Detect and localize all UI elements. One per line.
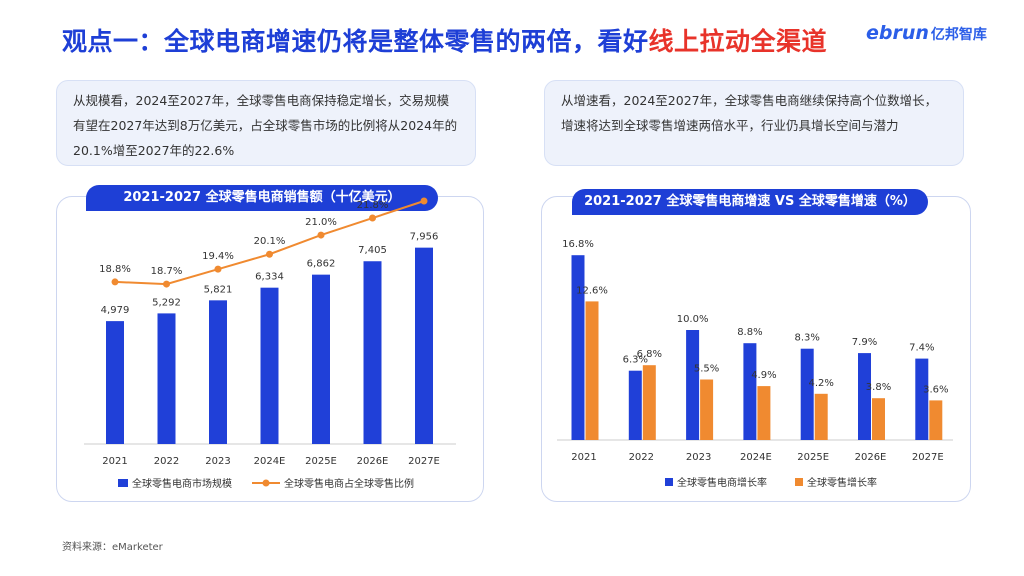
ecom-growth-label: 16.8% bbox=[562, 239, 594, 250]
ecom-growth-label: 6.3% bbox=[623, 355, 648, 366]
x-tick-label: 2023 bbox=[686, 452, 711, 463]
legend-swatch-retail bbox=[795, 478, 803, 486]
retail-growth-label: 6.8% bbox=[637, 349, 662, 360]
ecom-growth-bar bbox=[743, 343, 757, 440]
x-tick-label: 2021 bbox=[102, 456, 127, 467]
title-highlight: 线上拉动全渠道 bbox=[648, 27, 828, 56]
right-callout: 从增速看，2024至2027年，全球零售电商继续保持高个位数增长，增速将达到全球… bbox=[544, 80, 964, 166]
sales-bar-label: 5,292 bbox=[152, 297, 181, 308]
growth-chart: 16.8% 12.6% 2021 6.3%6.8% 2022 10.0% 5.5% 2023 8… bbox=[557, 239, 953, 489]
x-tick-label: 2027E bbox=[408, 456, 440, 467]
ecom-growth-bar bbox=[800, 348, 814, 440]
page-title: 观点一：全球电商增速仍将是整体零售的两倍，看好线上拉动全渠道 bbox=[62, 22, 827, 58]
retail-growth-bar bbox=[642, 365, 656, 440]
x-tick-label: 2026E bbox=[855, 452, 887, 463]
share-label: 18.8% bbox=[99, 264, 131, 275]
x-tick-label: 2025E bbox=[305, 456, 337, 467]
source-note: 资料来源：eMarketer bbox=[62, 542, 163, 553]
right-chart-title: 2021-2027 全球零售电商增速 VS 全球零售增速（%） bbox=[572, 189, 928, 215]
retail-growth-label: 3.6% bbox=[923, 384, 948, 395]
x-tick-label: 2021 bbox=[571, 452, 596, 463]
ecom-growth-label: 7.9% bbox=[852, 337, 877, 348]
title-main: 观点一：全球电商增速仍将是整体零售的两倍，看好 bbox=[62, 27, 649, 56]
sales-bar-label: 5,821 bbox=[204, 284, 233, 295]
sales-bar bbox=[157, 313, 176, 444]
ecom-growth-bar bbox=[915, 358, 929, 440]
sales-bar bbox=[312, 274, 330, 444]
share-point bbox=[317, 231, 325, 239]
sales-bar-label: 6,334 bbox=[255, 272, 284, 283]
x-tick-label: 2023 bbox=[205, 456, 230, 467]
retail-growth-bar bbox=[814, 393, 828, 440]
retail-growth-label: 5.5% bbox=[694, 364, 719, 375]
share-label: 19.4% bbox=[202, 251, 234, 262]
legend-swatch-ecom bbox=[665, 478, 673, 486]
ecom-growth-label: 8.8% bbox=[737, 327, 762, 338]
ecom-growth-bar bbox=[628, 370, 642, 440]
left-callout-text: 从规模看，2024至2027年，全球零售电商保持稳定增长，交易规模有望在2027… bbox=[73, 93, 458, 158]
x-tick-label: 2024E bbox=[740, 452, 772, 463]
share-point bbox=[266, 250, 273, 258]
sales-bar bbox=[209, 300, 227, 444]
retail-growth-label: 4.2% bbox=[808, 378, 833, 389]
legend-label-retail: 全球零售增长率 bbox=[807, 476, 877, 489]
x-tick-label: 2025E bbox=[797, 452, 829, 463]
retail-growth-bar bbox=[585, 301, 599, 440]
legend-swatch-bar bbox=[118, 479, 128, 487]
share-point bbox=[420, 197, 428, 205]
ecom-growth-label: 7.4% bbox=[909, 343, 934, 354]
left-chart-title: 2021-2027 全球零售电商销售额（十亿美元） bbox=[86, 185, 438, 211]
x-tick-label: 2022 bbox=[629, 452, 654, 463]
logo-text: ebrun bbox=[866, 22, 929, 44]
ecom-growth-bar bbox=[858, 353, 871, 440]
legend-label-line: 全球零售电商占全球零售比例 bbox=[284, 477, 414, 490]
sales-bar-label: 6,862 bbox=[307, 259, 336, 270]
sales-bar bbox=[106, 321, 124, 444]
logo-cn: 亿邦智库 bbox=[930, 27, 987, 43]
sales-bar-label: 4,979 bbox=[101, 305, 130, 316]
sales-bar-label: 7,956 bbox=[410, 232, 439, 243]
share-label: 21.8% bbox=[357, 200, 389, 211]
legend-label-bar: 全球零售电商市场规模 bbox=[132, 477, 232, 490]
retail-growth-label: 3.8% bbox=[866, 382, 891, 393]
x-tick-label: 2024E bbox=[254, 456, 286, 467]
share-point bbox=[111, 278, 119, 286]
x-tick-label: 2022 bbox=[154, 456, 179, 467]
legend-marker-line bbox=[262, 479, 270, 487]
share-label: 21.0% bbox=[305, 217, 337, 228]
x-tick-label: 2027E bbox=[912, 452, 944, 463]
sales-bar bbox=[415, 247, 433, 444]
retail-growth-bar bbox=[872, 398, 885, 440]
retail-growth-bar bbox=[929, 400, 943, 440]
share-point bbox=[214, 265, 222, 273]
sales-bar bbox=[260, 287, 279, 444]
right-callout-text: 从增速看，2024至2027年，全球零售电商继续保持高个位数增长，增速将达到全球… bbox=[561, 93, 938, 133]
left-callout: 从规模看，2024至2027年，全球零售电商保持稳定增长，交易规模有望在2027… bbox=[56, 80, 476, 166]
retail-growth-label: 12.6% bbox=[576, 285, 608, 296]
retail-growth-bar bbox=[700, 379, 714, 440]
sales-bar-label: 7,405 bbox=[358, 245, 387, 256]
ecom-growth-bar bbox=[686, 330, 700, 440]
share-point bbox=[163, 280, 170, 288]
share-label: 20.1% bbox=[254, 236, 286, 247]
ecom-growth-label: 10.0% bbox=[677, 314, 709, 325]
sales-chart: 4,979 2021 5,292 2022 5,821 2023 6,334 2024E 6,8… bbox=[84, 197, 456, 490]
x-tick-label: 2026E bbox=[357, 456, 389, 467]
brand-logo: ebrun 亿邦智库 bbox=[866, 22, 987, 44]
retail-growth-bar bbox=[757, 386, 771, 440]
retail-growth-label: 4.9% bbox=[751, 370, 776, 381]
legend-label-ecom: 全球零售电商增长率 bbox=[677, 476, 767, 489]
sales-bar bbox=[363, 261, 382, 444]
share-point bbox=[369, 214, 376, 222]
ecom-growth-label: 8.3% bbox=[794, 333, 819, 344]
ecom-growth-bar bbox=[571, 255, 585, 440]
share-label: 18.7% bbox=[151, 266, 183, 277]
